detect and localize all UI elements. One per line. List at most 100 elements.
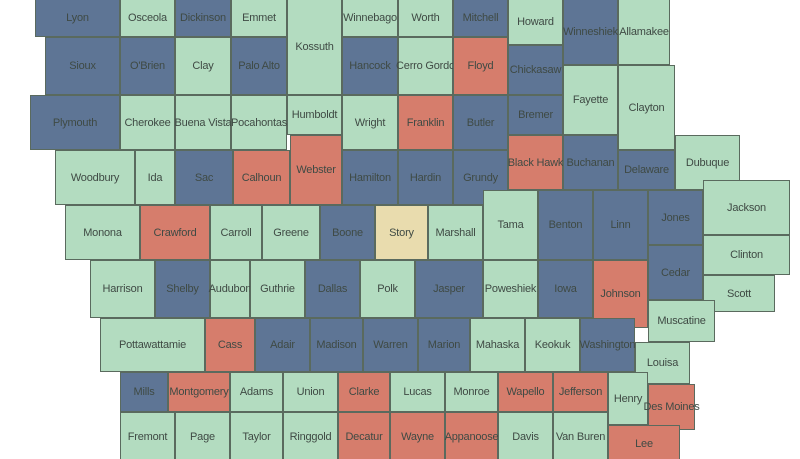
county-marshall[interactable]: Marshall — [428, 205, 483, 260]
county-scott[interactable]: Scott — [703, 275, 775, 312]
county-jackson[interactable]: Jackson — [703, 180, 790, 235]
county-mills[interactable]: Mills — [120, 372, 168, 412]
county-lee[interactable]: Lee — [608, 425, 680, 459]
county-pocahontas[interactable]: Pocahontas — [231, 95, 287, 150]
county-jefferson[interactable]: Jefferson — [553, 372, 608, 412]
county-dickinson[interactable]: Dickinson — [175, 0, 231, 37]
county-humboldt[interactable]: Humboldt — [287, 95, 342, 135]
county-mahaska[interactable]: Mahaska — [470, 318, 525, 372]
county-page[interactable]: Page — [175, 412, 230, 459]
county-henry[interactable]: Henry — [608, 372, 648, 425]
county-van-buren[interactable]: Van Buren — [553, 412, 608, 459]
county-floyd[interactable]: Floyd — [453, 37, 508, 95]
county-o-brien[interactable]: O'Brien — [120, 37, 175, 95]
county-union[interactable]: Union — [283, 372, 338, 412]
county-pottawattamie[interactable]: Pottawattamie — [100, 318, 205, 372]
county-ringgold[interactable]: Ringgold — [283, 412, 338, 459]
county-osceola[interactable]: Osceola — [120, 0, 175, 37]
county-label: Winnebago — [343, 11, 397, 24]
county-fremont[interactable]: Fremont — [120, 412, 175, 459]
county-harrison[interactable]: Harrison — [90, 260, 155, 318]
county-washington[interactable]: Washington — [580, 318, 636, 372]
county-delaware[interactable]: Delaware — [618, 150, 675, 190]
county-davis[interactable]: Davis — [498, 412, 553, 459]
county-guthrie[interactable]: Guthrie — [250, 260, 305, 318]
county-clarke[interactable]: Clarke — [338, 372, 390, 412]
county-tama[interactable]: Tama — [483, 190, 538, 260]
county-plymouth[interactable]: Plymouth — [30, 95, 120, 150]
county-lucas[interactable]: Lucas — [390, 372, 445, 412]
county-hamilton[interactable]: Hamilton — [342, 150, 398, 205]
county-warren[interactable]: Warren — [363, 318, 418, 372]
county-ida[interactable]: Ida — [135, 150, 175, 205]
county-howard[interactable]: Howard — [508, 0, 563, 45]
county-jones[interactable]: Jones — [648, 190, 703, 245]
county-allamakee[interactable]: Allamakee — [618, 0, 670, 65]
county-monona[interactable]: Monona — [65, 205, 140, 260]
county-decatur[interactable]: Decatur — [338, 412, 390, 459]
county-emmet[interactable]: Emmet — [231, 0, 287, 37]
county-lyon[interactable]: Lyon — [35, 0, 120, 37]
county-muscatine[interactable]: Muscatine — [648, 300, 715, 342]
county-bremer[interactable]: Bremer — [508, 95, 563, 135]
county-clayton[interactable]: Clayton — [618, 65, 675, 150]
county-audubon[interactable]: Audubon — [209, 260, 252, 318]
county-story[interactable]: Story — [375, 205, 428, 260]
county-jasper[interactable]: Jasper — [415, 260, 483, 318]
county-winnebago[interactable]: Winnebago — [342, 0, 398, 37]
county-iowa[interactable]: Iowa — [538, 260, 593, 318]
county-worth[interactable]: Worth — [398, 0, 453, 37]
county-hardin[interactable]: Hardin — [398, 150, 453, 205]
county-palo-alto[interactable]: Palo Alto — [231, 37, 287, 95]
county-buena-vista[interactable]: Buena Vista — [175, 95, 232, 150]
county-crawford[interactable]: Crawford — [140, 205, 210, 260]
county-linn[interactable]: Linn — [593, 190, 648, 260]
county-polk[interactable]: Polk — [360, 260, 415, 318]
county-cherokee[interactable]: Cherokee — [120, 95, 175, 150]
county-cass[interactable]: Cass — [205, 318, 255, 372]
county-label: Black Hawk — [507, 156, 564, 169]
county-greene[interactable]: Greene — [262, 205, 320, 260]
county-adams[interactable]: Adams — [230, 372, 283, 412]
county-clinton[interactable]: Clinton — [703, 235, 790, 275]
county-monroe[interactable]: Monroe — [445, 372, 498, 412]
county-appanoose[interactable]: Appanoose — [445, 412, 499, 459]
county-marion[interactable]: Marion — [418, 318, 470, 372]
county-poweshiek[interactable]: Poweshiek — [483, 260, 538, 318]
county-kossuth[interactable]: Kossuth — [287, 0, 342, 95]
county-montgomery[interactable]: Montgomery — [168, 372, 230, 412]
county-buchanan[interactable]: Buchanan — [563, 135, 618, 190]
county-calhoun[interactable]: Calhoun — [233, 150, 290, 205]
county-cerro-gordo[interactable]: Cerro Gordo — [396, 37, 455, 95]
county-webster[interactable]: Webster — [290, 135, 342, 205]
county-hancock[interactable]: Hancock — [342, 37, 398, 95]
county-grundy[interactable]: Grundy — [453, 150, 508, 205]
county-clay[interactable]: Clay — [175, 37, 231, 95]
county-carroll[interactable]: Carroll — [210, 205, 262, 260]
county-winneshiek[interactable]: Winneshiek — [563, 0, 618, 65]
county-label: Greene — [273, 226, 309, 239]
county-mitchell[interactable]: Mitchell — [453, 0, 508, 37]
county-butler[interactable]: Butler — [453, 95, 508, 150]
county-shelby[interactable]: Shelby — [155, 260, 210, 318]
county-des-moines[interactable]: Des Moines — [643, 384, 700, 430]
county-keokuk[interactable]: Keokuk — [525, 318, 580, 372]
county-madison[interactable]: Madison — [310, 318, 363, 372]
county-wright[interactable]: Wright — [342, 95, 398, 150]
county-taylor[interactable]: Taylor — [230, 412, 283, 459]
county-benton[interactable]: Benton — [538, 190, 593, 260]
county-black-hawk[interactable]: Black Hawk — [508, 135, 563, 190]
county-adair[interactable]: Adair — [255, 318, 310, 372]
county-wapello[interactable]: Wapello — [498, 372, 553, 412]
county-johnson[interactable]: Johnson — [593, 260, 648, 328]
county-franklin[interactable]: Franklin — [398, 95, 453, 150]
county-woodbury[interactable]: Woodbury — [55, 150, 135, 205]
county-sioux[interactable]: Sioux — [45, 37, 120, 95]
county-wayne[interactable]: Wayne — [390, 412, 445, 459]
county-boone[interactable]: Boone — [320, 205, 375, 260]
county-dallas[interactable]: Dallas — [305, 260, 360, 318]
county-sac[interactable]: Sac — [175, 150, 233, 205]
county-chickasaw[interactable]: Chickasaw — [508, 45, 563, 95]
county-cedar[interactable]: Cedar — [648, 245, 703, 300]
county-fayette[interactable]: Fayette — [563, 65, 618, 135]
